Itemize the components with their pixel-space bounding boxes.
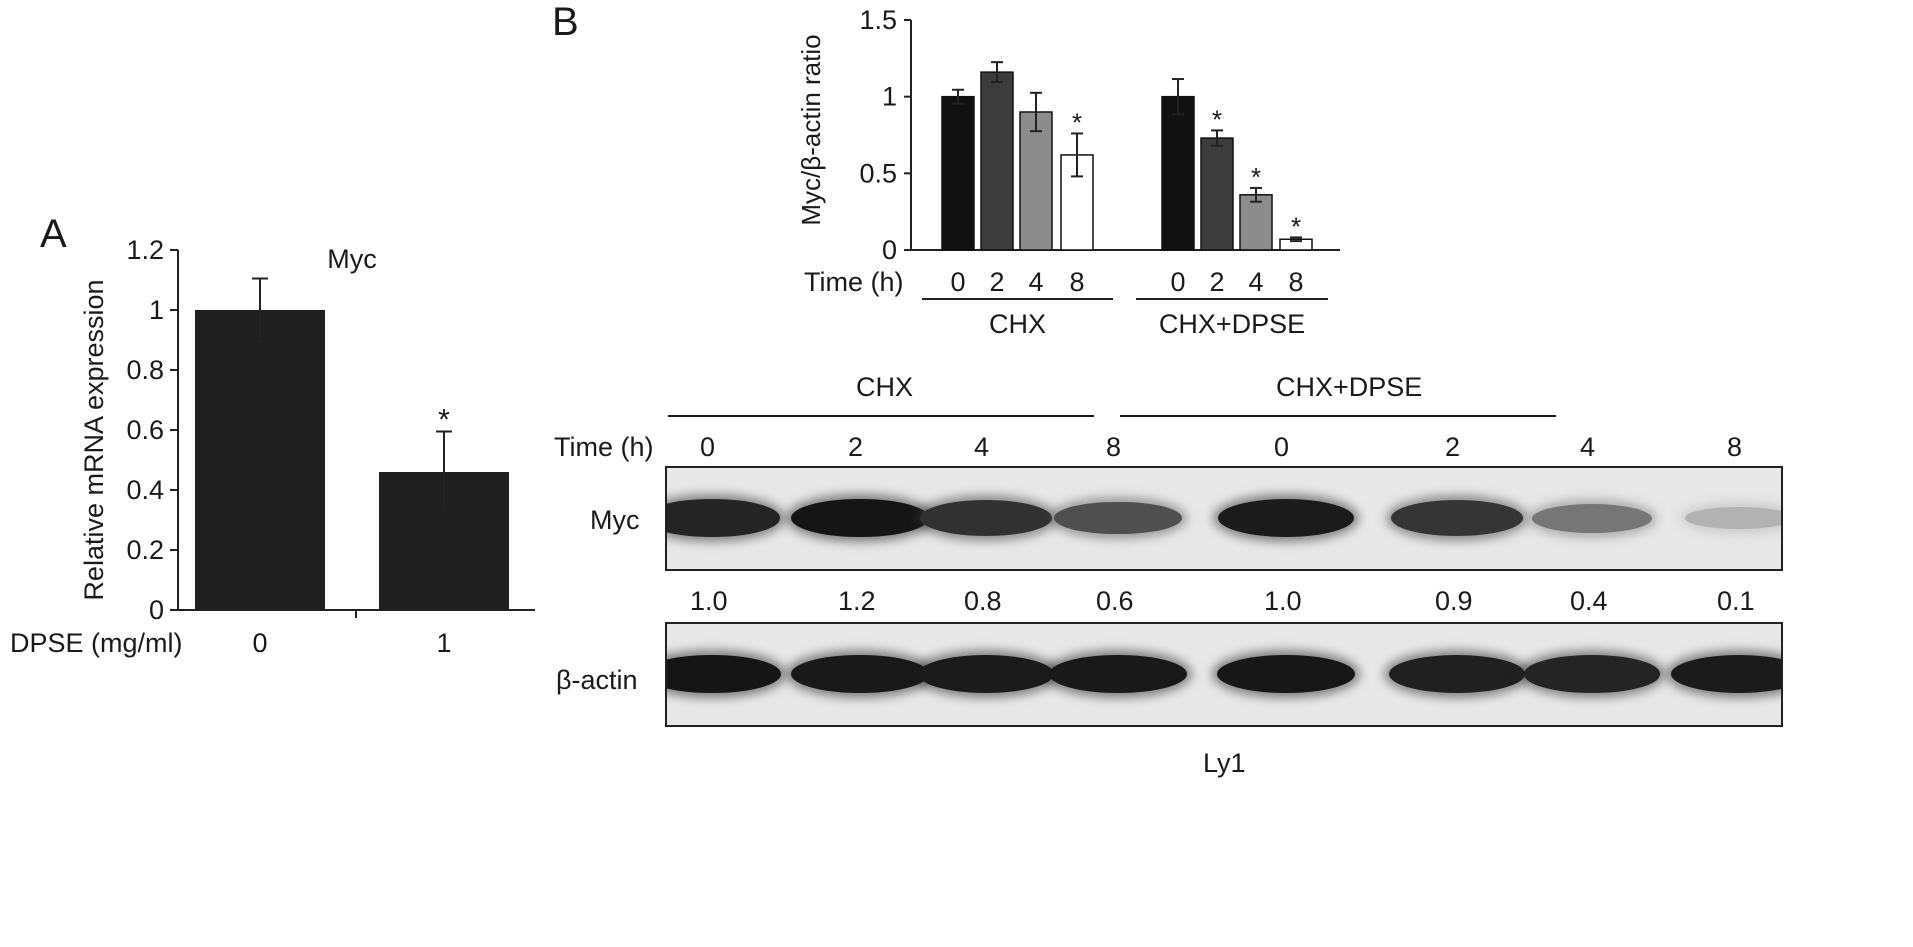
bar [195,310,325,610]
y-tick-label: 0 [882,235,897,265]
blot-ratio-row: 1.0 1.2 0.8 0.6 1.0 0.9 0.4 0.1 [540,586,1913,622]
x-tick-label: 4 [1248,267,1263,297]
blot-time-label-lane: 0 [1274,432,1290,462]
significance-star: * [1251,162,1261,192]
blot-group-line-chx [668,415,1094,417]
blot-time-label: Time (h) [554,432,654,462]
blot-group-line-chx-dpse [1120,415,1556,417]
blot-time-label-lane: 0 [700,432,716,462]
y-tick-label: 1 [149,295,164,325]
blot-time-row: 0 2 4 8 0 2 4 8 [540,432,1913,468]
time-axis-title: Time (h) [804,267,904,297]
x-tick-label: 8 [1069,267,1084,297]
significance-star: * [1072,107,1082,137]
y-axis-title: Relative mRNA expression [79,279,109,600]
group-label: CHX+DPSE [1159,309,1305,339]
blot-time-label-lane: 8 [1106,432,1122,462]
blot-band [791,498,929,538]
blot-row-label-actin: β-actin [556,665,638,695]
blot-group-label-chx: CHX [856,372,914,402]
blot-band [1391,500,1523,536]
myc-blot-strip [665,466,1783,571]
blot-band [1524,655,1660,693]
x-tick-label: 0 [252,628,267,658]
panel-letter-b: B [552,0,579,44]
blot-band [1049,654,1187,694]
chart-a: 0 0.2 0.4 0.6 0.8 1 1.2 0 * 1 DPSE (mg/ml) Myc Relat… [10,235,535,658]
blot-ratio-value: 0.1 [1717,586,1755,616]
x-tick-label: 8 [1288,267,1303,297]
blot-band [1389,655,1525,693]
bar [941,95,975,251]
blot-ratio-value: 0.6 [1096,586,1134,616]
x-tick-label: 1 [436,628,451,658]
blot-band [917,654,1055,694]
panel-letter-a: A [40,212,67,256]
y-tick-label: 0.2 [126,535,164,565]
blot-time-label-lane: 4 [974,432,990,462]
blot-band [667,654,781,694]
y-tick-label: 0.6 [126,415,164,445]
x-tick-label: 2 [1209,267,1224,297]
bar [1200,137,1234,251]
bar [1239,194,1273,251]
x-tick-label: 4 [1028,267,1043,297]
blot-band [1670,654,1781,694]
blot-band [791,654,929,694]
significance-star: * [1291,211,1301,241]
x-axis-title: DPSE (mg/ml) [10,628,183,658]
blot-group-label-chx-dpse: CHX+DPSE [1276,372,1423,402]
blot-ratio-value: 0.4 [1570,586,1608,616]
blot-band [667,499,780,537]
blot-time-label-lane: 2 [848,432,864,462]
y-tick-label: 1.5 [859,5,897,35]
y-tick-label: 0 [149,595,164,625]
y-tick-label: 0.4 [126,475,164,505]
blot-band [1532,503,1652,533]
y-tick-label: 1 [882,82,897,112]
chart-title: Myc [327,244,377,274]
blot-time-label-lane: 2 [1445,432,1461,462]
y-tick-label: 0.8 [126,355,164,385]
bar [1161,95,1195,251]
blot-ratio-value: 1.2 [838,586,876,616]
blot-band [1684,506,1781,530]
blot-band [919,499,1053,536]
significance-star: * [1212,104,1222,134]
bar [980,71,1014,251]
x-tick-label: 2 [989,267,1004,297]
group-label: CHX [989,309,1046,339]
blot-ratio-value: 1.0 [1264,586,1302,616]
blot-ratio-value: 0.8 [964,586,1002,616]
blot-band [1054,501,1182,535]
blot-row-label-myc: Myc [590,505,640,535]
blot-ratio-value: 1.0 [690,586,728,616]
y-tick-label: 1.2 [126,235,164,265]
x-tick-label: 0 [1170,267,1185,297]
bar [1019,111,1053,251]
y-tick-label: 0.5 [859,158,897,188]
actin-blot-strip [665,622,1783,727]
significance-star: * [438,404,450,437]
blot-time-label-lane: 4 [1580,432,1596,462]
y-axis-title: Myc/β-actin ratio [796,34,826,225]
blot-time-label-lane: 8 [1727,432,1743,462]
blot-band [1217,498,1355,538]
blot-ratio-value: 0.9 [1435,586,1473,616]
cell-line-label: Ly1 [1203,748,1246,778]
blot-band [1217,654,1355,694]
x-tick-label: 0 [950,267,965,297]
